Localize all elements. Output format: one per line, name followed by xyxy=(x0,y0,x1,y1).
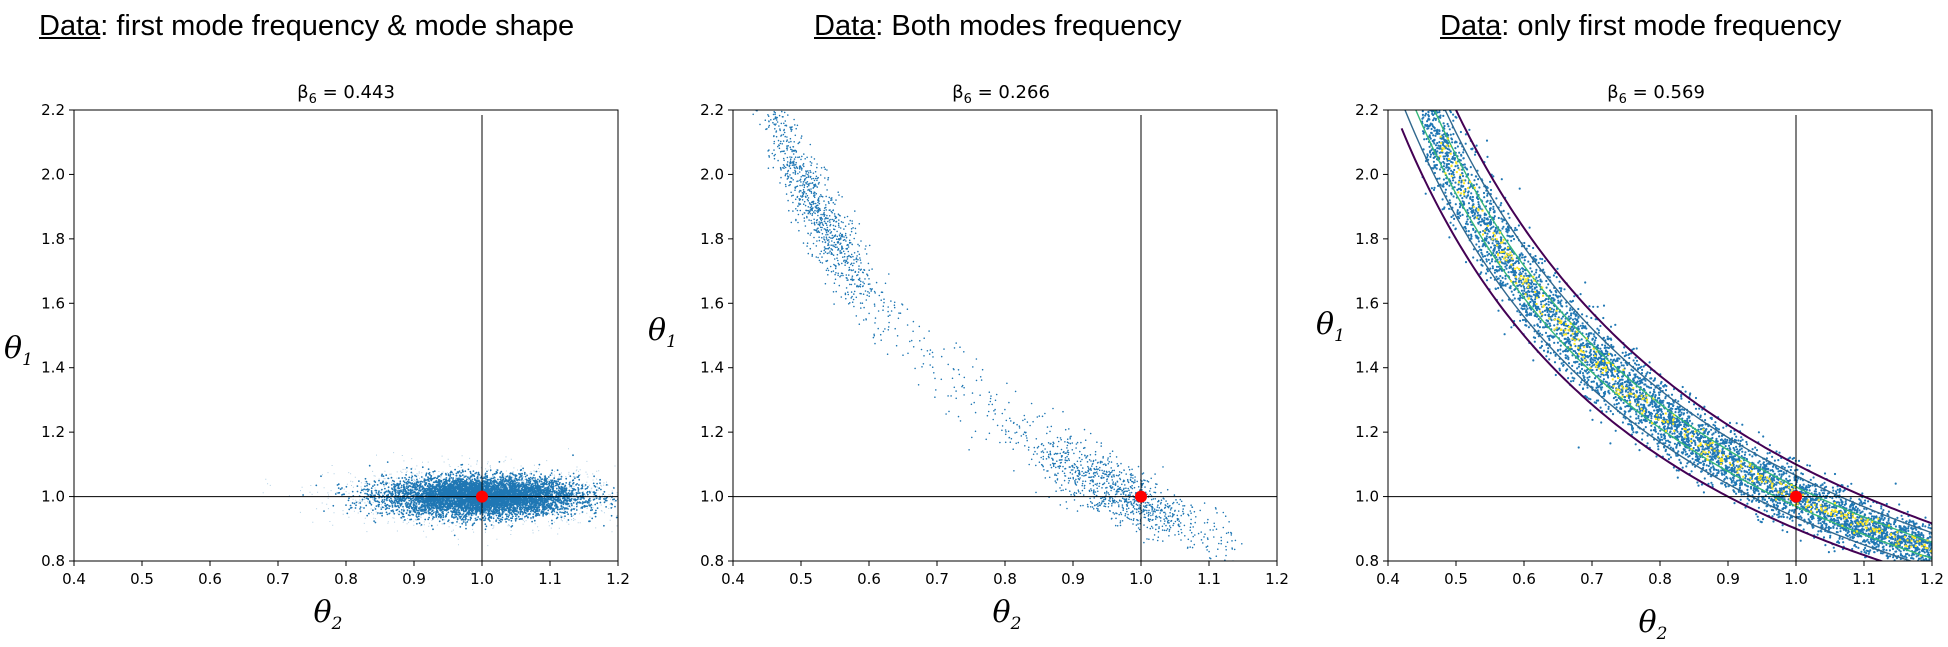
x-tick-label: 0.7 xyxy=(925,570,949,588)
y-tick-label: 1.6 xyxy=(41,294,65,312)
y-tick-label: 2.2 xyxy=(1355,101,1379,119)
contour-mid-lower xyxy=(1402,102,1946,572)
panel-1: β6 = 0.443 0.4 0.5 0.6 0.7 0.8 0.9 1.0 1.1 1.20.… xyxy=(4,82,739,634)
panel-title: β6 = 0.569 xyxy=(1607,82,1705,107)
y-tick-label: 1.4 xyxy=(1355,359,1379,377)
y-tick-label: 0.8 xyxy=(700,552,724,570)
panel-3: β6 = 0.569 0.4 0.5 0.6 0.7 0.8 0.9 1.0 1.1 1.20.… xyxy=(1316,0,1948,644)
y-tick-label: 2.2 xyxy=(700,101,724,119)
x-tick-label: 0.6 xyxy=(198,570,222,588)
y-tick-label: 2.0 xyxy=(41,165,65,183)
y-axis-label: θ1 xyxy=(1316,307,1345,346)
sample-cloud xyxy=(1421,47,1948,587)
x-tick-label: 1.2 xyxy=(1920,570,1944,588)
axis-ticks: 0.4 0.5 0.6 0.7 0.8 0.9 1.0 1.1 1.2 0.8 1.0 1.2 1.4 1… xyxy=(1355,101,1944,588)
y-axis-label: θ1 xyxy=(4,331,33,370)
x-tick-label: 0.5 xyxy=(1444,570,1468,588)
y-tick-label: 2.2 xyxy=(41,101,65,119)
true-point xyxy=(1135,491,1147,503)
y-tick-label: 2.0 xyxy=(1355,165,1379,183)
axis-ticks: 0.4 0.5 0.6 0.7 0.8 0.9 1.0 1.1 1.2 0.8 1.0 1.2 1.4 1… xyxy=(41,101,630,588)
x-tick-label: 0.7 xyxy=(266,570,290,588)
x-tick-label: 0.9 xyxy=(402,570,426,588)
panel-2: β6 = 0.266 0.4 0.5 0.6 0.7 0.8 0.9 1.0 1.1 1.20.… xyxy=(648,0,1289,634)
x-tick-label: 1.0 xyxy=(470,570,494,588)
contour-inner-upper xyxy=(1402,29,1946,547)
true-point xyxy=(1790,491,1802,503)
y-tick-label: 0.8 xyxy=(1355,552,1379,570)
y-tick-label: 1.2 xyxy=(1355,423,1379,441)
y-tick-label: 1.8 xyxy=(41,230,65,248)
x-tick-label: 1.0 xyxy=(1784,570,1808,588)
sample-cloud xyxy=(263,449,739,546)
x-tick-label: 0.6 xyxy=(857,570,881,588)
true-parameter-point xyxy=(476,491,488,503)
x-tick-label: 0.4 xyxy=(1376,570,1400,588)
x-tick-label: 0.9 xyxy=(1716,570,1740,588)
plot-frame xyxy=(1388,110,1932,561)
y-tick-label: 1.2 xyxy=(41,423,65,441)
x-tick-label: 0.6 xyxy=(1512,570,1536,588)
x-tick-label: 1.1 xyxy=(1197,570,1221,588)
x-tick-label: 0.7 xyxy=(1580,570,1604,588)
y-axis-label: θ1 xyxy=(648,313,677,352)
panel-title: β6 = 0.443 xyxy=(297,82,395,107)
x-tick-label: 1.2 xyxy=(606,570,630,588)
contour-inner-lower xyxy=(1402,75,1946,563)
contour-peak xyxy=(1439,137,1945,560)
y-tick-label: 1.4 xyxy=(41,359,65,377)
sample-points xyxy=(302,454,687,536)
y-tick-label: 1.0 xyxy=(41,488,65,506)
y-tick-label: 1.6 xyxy=(1355,294,1379,312)
y-tick-label: 1.6 xyxy=(700,294,724,312)
true-parameter-point xyxy=(1135,491,1147,503)
reference-lines xyxy=(733,115,1277,561)
x-tick-label: 1.1 xyxy=(538,570,562,588)
x-tick-label: 0.5 xyxy=(130,570,154,588)
x-tick-label: 1.2 xyxy=(1265,570,1289,588)
y-tick-label: 1.2 xyxy=(700,423,724,441)
true-parameter-point xyxy=(1790,491,1802,503)
sample-points xyxy=(1421,47,1948,587)
x-tick-label: 0.9 xyxy=(1061,570,1085,588)
x-tick-label: 0.8 xyxy=(334,570,358,588)
y-tick-label: 0.8 xyxy=(41,552,65,570)
plot-frame xyxy=(733,110,1277,561)
x-tick-label: 0.4 xyxy=(62,570,86,588)
y-tick-label: 1.0 xyxy=(700,488,724,506)
y-tick-label: 1.8 xyxy=(700,230,724,248)
x-tick-label: 0.8 xyxy=(1648,570,1672,588)
x-tick-label: 1.1 xyxy=(1852,570,1876,588)
y-tick-label: 1.0 xyxy=(1355,488,1379,506)
true-point xyxy=(476,491,488,503)
panel-title: β6 = 0.266 xyxy=(952,82,1050,107)
contour-outer-lower xyxy=(1402,128,1946,581)
x-axis-label: θ2 xyxy=(993,595,1022,634)
x-axis-label: θ2 xyxy=(314,595,343,634)
y-tick-label: 1.8 xyxy=(1355,230,1379,248)
x-tick-label: 0.8 xyxy=(993,570,1017,588)
x-tick-label: 0.4 xyxy=(721,570,745,588)
x-axis-label: θ2 xyxy=(1639,605,1668,644)
axis-ticks: 0.4 0.5 0.6 0.7 0.8 0.9 1.0 1.1 1.2 0.8 1.0 1.2 1.4 1… xyxy=(700,101,1289,588)
y-tick-label: 2.0 xyxy=(700,165,724,183)
x-tick-label: 0.5 xyxy=(789,570,813,588)
y-tick-label: 1.4 xyxy=(700,359,724,377)
x-tick-label: 1.0 xyxy=(1129,570,1153,588)
